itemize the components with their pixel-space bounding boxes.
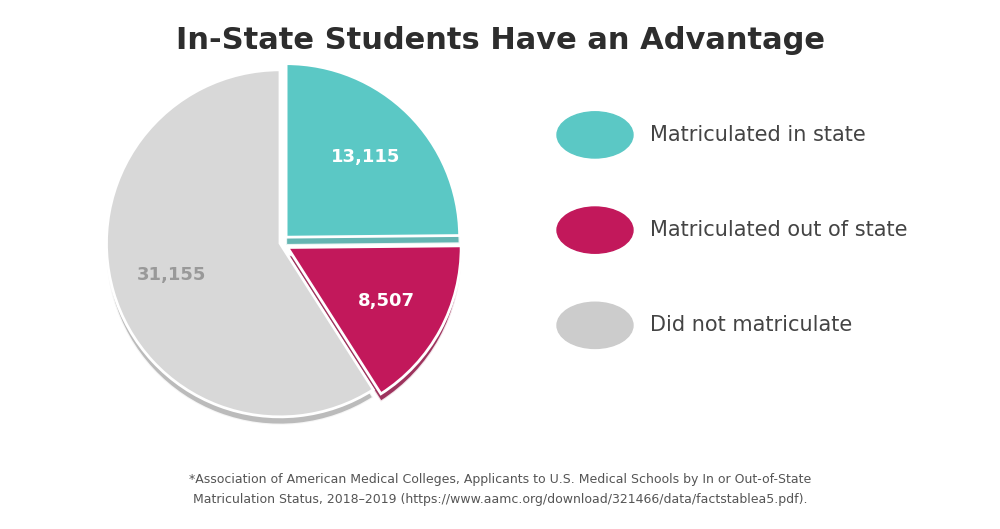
- Text: 13,115: 13,115: [331, 148, 400, 166]
- Wedge shape: [288, 253, 461, 402]
- Text: In-State Students Have an Advantage: In-State Students Have an Advantage: [176, 26, 824, 56]
- Wedge shape: [286, 63, 460, 237]
- Text: Matriculated in state: Matriculated in state: [650, 125, 866, 145]
- Wedge shape: [288, 246, 461, 394]
- FancyBboxPatch shape: [577, 124, 613, 146]
- Wedge shape: [106, 70, 373, 417]
- Text: 31,155: 31,155: [137, 266, 206, 284]
- FancyBboxPatch shape: [577, 219, 613, 241]
- Text: Did not matriculate: Did not matriculate: [650, 315, 852, 335]
- Text: Matriculated out of state: Matriculated out of state: [650, 220, 908, 240]
- Wedge shape: [286, 71, 460, 245]
- Text: 8,507: 8,507: [358, 292, 415, 310]
- Wedge shape: [106, 78, 373, 425]
- Text: *Association of American Medical Colleges, Applicants to U.S. Medical Schools by: *Association of American Medical College…: [189, 473, 811, 506]
